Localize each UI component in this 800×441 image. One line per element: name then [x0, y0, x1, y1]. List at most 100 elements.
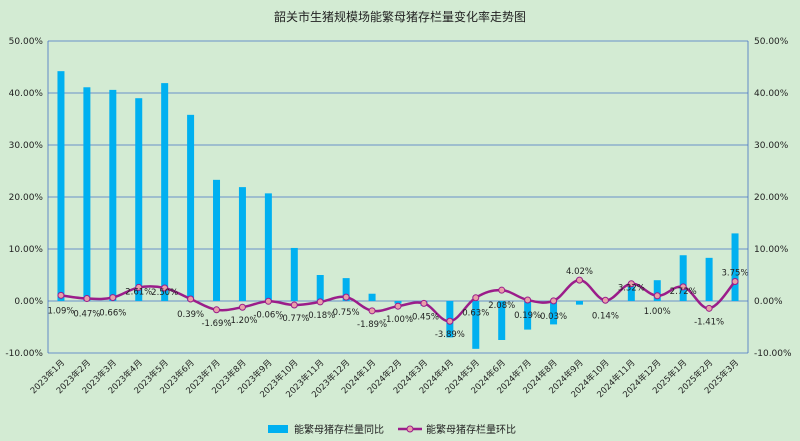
bar	[368, 293, 376, 301]
line-point	[161, 284, 169, 292]
y-tick-label-right: 40.00%	[754, 89, 789, 99]
bar	[498, 301, 506, 340]
bar	[213, 179, 221, 301]
line-point	[57, 291, 65, 299]
line-point	[498, 286, 506, 294]
line-layer	[57, 276, 739, 325]
bar	[653, 280, 661, 301]
line-data-label: 1.09%	[47, 306, 74, 316]
bar	[161, 83, 169, 302]
line-point	[550, 297, 558, 305]
legend-line-marker	[406, 425, 414, 433]
y-tick-label-right: -10.00%	[754, 349, 792, 359]
y-tick-label-left: 0.00%	[14, 297, 43, 307]
y-tick-label-right: 10.00%	[754, 245, 789, 255]
line-point	[213, 306, 221, 314]
line-point	[238, 303, 246, 311]
line-data-label: -0.06%	[253, 310, 283, 320]
bar	[342, 278, 350, 301]
line-data-label: -0.45%	[409, 312, 439, 322]
line-point	[524, 296, 532, 304]
bar	[394, 301, 402, 304]
line-point	[342, 293, 350, 301]
line-point	[187, 295, 195, 303]
line-data-label: -0.18%	[305, 311, 335, 321]
line-point	[368, 307, 376, 315]
line-point	[316, 298, 324, 306]
line-data-label: 0.19%	[514, 311, 541, 321]
legend-line-label: 能繁母猪存栏量环比	[426, 423, 516, 436]
y-tick-label-right: 50.00%	[754, 37, 789, 47]
line-data-label: 0.47%	[73, 310, 100, 320]
legend: 能繁母猪存栏量同比 能繁母猪存栏量环比	[268, 423, 516, 436]
line-point	[109, 294, 117, 302]
bar	[238, 187, 246, 301]
line-point	[472, 294, 480, 302]
bar	[290, 247, 298, 301]
line-point	[83, 295, 91, 303]
bar	[316, 275, 324, 301]
bar	[550, 301, 558, 325]
line-data-label: -3.89%	[435, 330, 465, 340]
line-point	[731, 278, 739, 285]
line-data-label: 0.14%	[592, 311, 619, 321]
line-data-label: 2.61%	[125, 287, 152, 297]
line-point	[705, 304, 713, 312]
y-tick-label-right: 0.00%	[754, 297, 783, 307]
line-data-label: 0.39%	[177, 310, 204, 320]
bar	[264, 193, 272, 301]
y-tick-label-left: 10.00%	[9, 245, 44, 255]
y-tick-label-left: 20.00%	[9, 193, 44, 203]
line-data-label: 2.72%	[670, 287, 697, 297]
chart-title: 韶关市生猪规模场能繁母猪存栏量变化率走势图	[274, 9, 526, 24]
bar	[109, 89, 117, 301]
line-data-label: -1.89%	[357, 320, 387, 330]
bar	[57, 71, 65, 301]
legend-bar-label: 能繁母猪存栏量同比	[294, 423, 384, 436]
line-data-label: 2.08%	[488, 301, 515, 311]
line-point	[135, 283, 143, 291]
bar	[705, 257, 713, 301]
bar-layer	[57, 71, 739, 349]
y-tick-label-left: 30.00%	[9, 141, 44, 151]
bar	[679, 255, 687, 301]
bar	[135, 98, 143, 301]
y-tick-label-left: 40.00%	[9, 89, 44, 99]
line-point	[627, 280, 635, 288]
line-point	[653, 292, 661, 300]
bar	[187, 114, 195, 301]
bar	[627, 286, 635, 301]
line-data-label: 1.00%	[644, 307, 671, 317]
line-data-label: -1.00%	[383, 315, 413, 325]
line-data-label: 0.63%	[462, 309, 489, 319]
y-tick-label-left: 50.00%	[9, 37, 44, 47]
y-tick-label-right: 20.00%	[754, 193, 789, 203]
line-point	[446, 317, 454, 325]
bar	[524, 301, 532, 330]
y-tick-label-right: 30.00%	[754, 141, 789, 151]
line-data-label: -1.41%	[694, 317, 724, 327]
line-point	[575, 276, 583, 284]
bar	[731, 233, 739, 301]
line-data-label: 3.75%	[722, 269, 749, 279]
line-data-label: 0.75%	[333, 308, 360, 318]
line-data-label: -1.20%	[227, 316, 257, 326]
line-data-label: 3.32%	[618, 284, 645, 294]
line-point	[601, 296, 609, 304]
legend-bar-swatch	[268, 425, 288, 433]
y-tick-label-left: -10.00%	[5, 349, 43, 359]
line-data-label: -1.69%	[201, 319, 231, 329]
line-point	[264, 297, 272, 305]
bar	[83, 87, 91, 301]
line-data-label: 0.66%	[99, 309, 126, 319]
line-data-label: 0.03%	[540, 312, 567, 322]
line-data-label: 2.50%	[151, 288, 178, 298]
bar	[472, 301, 480, 349]
line-data-label: -0.77%	[279, 314, 309, 324]
bar	[575, 301, 583, 305]
line-point	[679, 283, 687, 291]
line-point	[290, 301, 298, 309]
